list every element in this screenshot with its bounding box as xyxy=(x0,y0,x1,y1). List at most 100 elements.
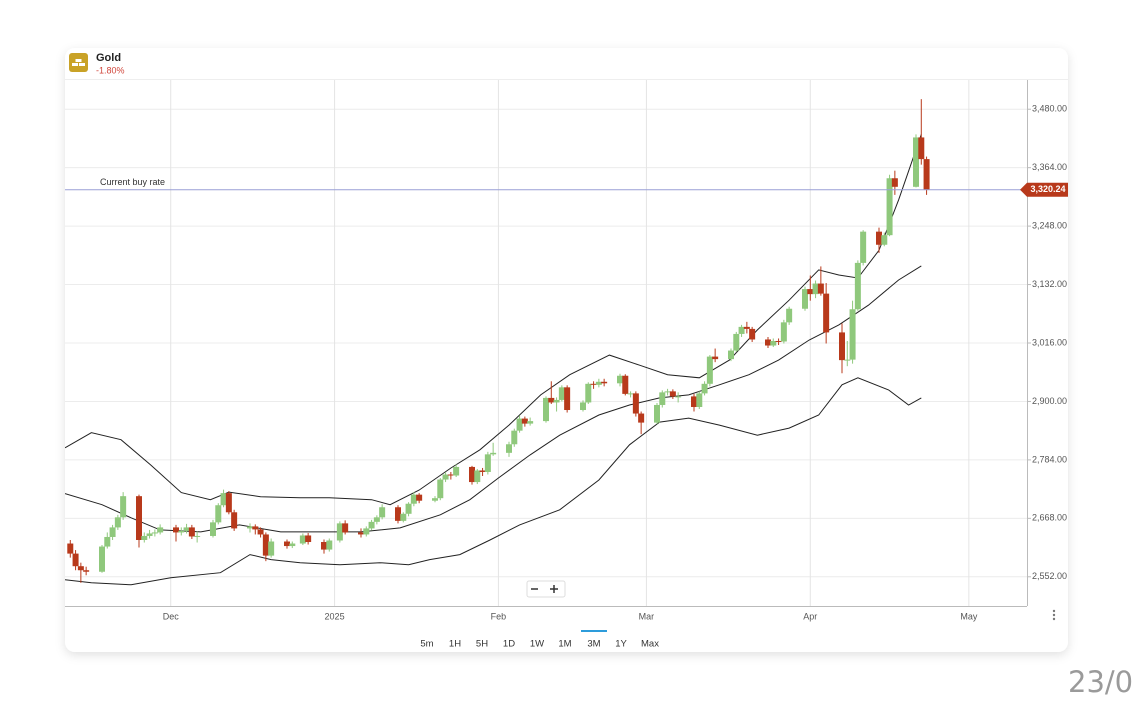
candle-body xyxy=(712,356,719,360)
x-tick-label: 2025 xyxy=(325,611,345,621)
active-range-indicator xyxy=(581,630,607,632)
range-button[interactable]: 3M xyxy=(587,639,600,650)
zoom-control[interactable] xyxy=(526,580,566,598)
current-rate-tag xyxy=(1020,182,1068,197)
candle-body xyxy=(891,178,898,187)
candle-body xyxy=(183,527,190,531)
bollinger-band xyxy=(65,134,922,506)
candle-body xyxy=(400,513,407,521)
candle-body xyxy=(336,523,343,541)
range-button[interactable]: 1M xyxy=(558,639,571,650)
candle-body xyxy=(120,496,127,518)
range-button[interactable]: Max xyxy=(641,639,659,650)
range-button[interactable]: 1W xyxy=(530,639,544,650)
candle-body xyxy=(601,381,608,384)
candle-body xyxy=(701,383,708,394)
candle-body xyxy=(326,540,333,550)
candle-body xyxy=(749,328,756,340)
candle-body xyxy=(669,391,676,397)
candle-body xyxy=(691,396,697,407)
candle-body xyxy=(173,527,179,533)
candle-body xyxy=(416,494,423,501)
candle-body xyxy=(923,159,930,190)
candle-body xyxy=(358,532,364,535)
candle-body xyxy=(886,178,893,236)
candle-body xyxy=(743,326,750,329)
candle-body xyxy=(484,454,491,472)
range-button[interactable]: 1H xyxy=(449,639,461,650)
candle-body xyxy=(580,402,586,411)
bollinger-band xyxy=(65,377,922,586)
candle-body xyxy=(823,293,830,333)
y-tick-label: 3,016.00 xyxy=(1032,337,1067,347)
candle-body xyxy=(373,517,380,522)
candle-body xyxy=(432,498,438,501)
candle-body xyxy=(627,393,634,395)
change-percent: -1.80% xyxy=(96,65,125,75)
candle-body xyxy=(220,493,227,506)
current-rate-label: Current buy rate xyxy=(100,177,165,187)
candle-body xyxy=(268,541,275,556)
range-button[interactable]: 1D xyxy=(503,639,515,650)
candle-body xyxy=(67,543,74,554)
candle-body xyxy=(521,418,528,424)
candle-body xyxy=(447,474,454,476)
candle-body xyxy=(844,359,851,361)
candle-body xyxy=(881,235,888,245)
candle-body xyxy=(738,326,745,334)
candle-body xyxy=(675,396,682,398)
x-tick-label: Mar xyxy=(639,611,655,621)
candle-body xyxy=(72,553,79,567)
candle-body xyxy=(99,546,105,572)
candle-body xyxy=(83,570,90,572)
candle-body xyxy=(765,339,771,346)
candle-body xyxy=(696,393,703,407)
candle-body xyxy=(654,404,660,423)
candle-body xyxy=(299,535,306,544)
candle-body xyxy=(395,507,401,521)
candle-body xyxy=(146,533,153,536)
candle-body xyxy=(775,340,782,342)
y-tick-label: 2,668.00 xyxy=(1032,513,1067,523)
candle-body xyxy=(479,470,486,472)
candle-body xyxy=(516,418,523,431)
candle-body xyxy=(918,137,925,160)
candle-body xyxy=(664,391,671,393)
x-tick-label: Apr xyxy=(803,611,817,621)
candle-body xyxy=(151,532,158,534)
candle-body xyxy=(141,535,148,540)
candle-body xyxy=(786,308,793,323)
candle-body xyxy=(812,283,819,295)
candle-body xyxy=(558,387,565,400)
candle-body xyxy=(770,340,777,346)
candle-body xyxy=(379,507,386,518)
caption: مخطط أسعار الذهب بتاريخ 23/04/2025 xyxy=(1068,662,1134,699)
plot-area xyxy=(65,99,930,586)
x-tick-label: May xyxy=(960,611,978,621)
card xyxy=(65,48,1068,652)
y-tick-label: 2,784.00 xyxy=(1032,454,1067,464)
candle-body xyxy=(252,526,259,530)
candle-body xyxy=(257,529,264,535)
candle-body xyxy=(109,527,116,537)
y-tick-label: 3,248.00 xyxy=(1032,220,1067,230)
menu-icon[interactable] xyxy=(1052,609,1056,621)
y-tick-label: 2,552.00 xyxy=(1032,571,1067,581)
candle-body xyxy=(807,289,814,295)
candle-body xyxy=(511,430,518,445)
candle-body xyxy=(854,262,861,310)
candle-body xyxy=(368,521,375,529)
candle-body xyxy=(802,289,808,309)
candle-body xyxy=(595,381,602,385)
candle-body xyxy=(305,535,312,543)
candle-body xyxy=(188,527,195,537)
candle-body xyxy=(405,503,412,514)
range-button[interactable]: 1Y xyxy=(615,639,627,650)
y-tick-label: 2,900.00 xyxy=(1032,396,1067,406)
candle-body xyxy=(437,479,444,499)
range-button[interactable]: 5H xyxy=(476,639,488,650)
current-rate-value: 3,320.24 xyxy=(1030,184,1065,194)
y-tick-label: 3,132.00 xyxy=(1032,279,1067,289)
candle-body xyxy=(543,397,549,422)
range-button[interactable]: 5m xyxy=(420,639,433,650)
